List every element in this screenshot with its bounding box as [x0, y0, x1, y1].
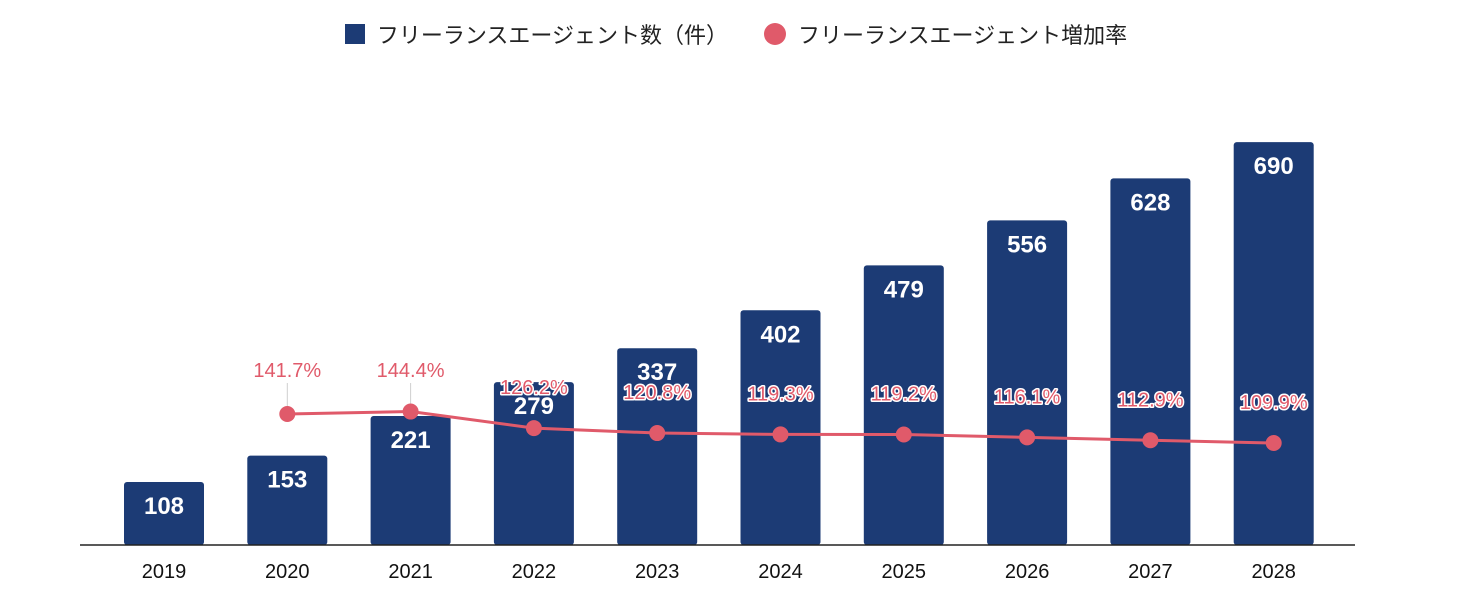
rate-point-2024 [772, 426, 789, 443]
legend: フリーランスエージェント数（件） フリーランスエージェント増加率 [0, 18, 1472, 50]
bar-2019 [124, 481, 204, 545]
bar-2026 [987, 220, 1068, 545]
rate-point-2026 [1019, 429, 1036, 446]
x-tick-label-2028: 2028 [1251, 561, 1296, 583]
rate-point-2022 [525, 420, 542, 437]
rate-value-label-2025: 119.2% [871, 384, 938, 406]
rate-value-label-2022: 126.2% [500, 377, 568, 399]
rate-value-label-2026: 116.1% [994, 386, 1061, 408]
rate-point-2027 [1142, 432, 1159, 449]
x-tick-label-2027: 2027 [1128, 561, 1173, 583]
x-tick-label-2022: 2022 [512, 561, 557, 583]
rate-value-label-2028: 109.9% [1240, 392, 1308, 414]
line-layer [279, 383, 1282, 451]
rate-point-2028 [1265, 435, 1282, 451]
x-tick-label-2019: 2019 [142, 561, 187, 583]
bars-layer [124, 142, 1314, 546]
legend-item-line: フリーランスエージェント増加率 [764, 18, 1127, 50]
labels-layer: 108 153 221 279 337 402 479 556 628 690 141.7% 144.… [144, 153, 1309, 520]
x-tick-label-2026: 2026 [1005, 561, 1050, 583]
legend-label-bar: フリーランスエージェント数（件） [376, 23, 728, 48]
x-tick-label-2023: 2023 [635, 561, 680, 583]
x-tick-label-2024: 2024 [758, 561, 803, 583]
bar-value-label-2020: 153 [267, 467, 307, 494]
bar-value-label-2019: 108 [144, 493, 184, 520]
rate-point-2025 [895, 426, 912, 443]
rate-point-2020 [279, 406, 296, 422]
bar-value-label-2025: 479 [884, 276, 924, 303]
bar-value-label-2026: 556 [1007, 231, 1047, 258]
rate-value-label-2020: 141.7% [253, 360, 321, 382]
x-axis: 2019 2020 2021 2022 2023 2024 2025 2026 2027 2028 [80, 544, 1355, 583]
bar-2020 [247, 455, 328, 545]
rate-value-label-2024: 119.3% [747, 383, 814, 405]
legend-item-bar: フリーランスエージェント数（件） [344, 18, 728, 50]
bar-2023 [617, 348, 698, 545]
rate-value-label-2023: 120.8% [623, 382, 691, 404]
bar-2025 [863, 265, 944, 545]
bar-value-label-2021: 221 [391, 427, 431, 454]
bar-2027 [1110, 178, 1191, 545]
rate-value-label-2027: 112.9% [1117, 389, 1184, 411]
x-tick-label-2025: 2025 [882, 561, 927, 583]
legend-label-line: フリーランスエージェント増加率 [798, 23, 1128, 48]
x-tick-label-2020: 2020 [265, 561, 310, 583]
bar-value-label-2027: 628 [1130, 189, 1170, 216]
bar-2021 [370, 415, 451, 545]
bar-value-label-2022: 279 [514, 393, 554, 420]
legend-swatch-bar [344, 24, 365, 44]
rate-point-2021 [402, 403, 419, 420]
rate-value-label-2021: 144.4% [377, 360, 445, 382]
legend-swatch-line [764, 23, 786, 45]
bar-value-label-2024: 402 [760, 321, 800, 348]
x-tick-label-2021: 2021 [388, 561, 433, 583]
rate-point-2023 [649, 425, 666, 442]
bar-value-label-2023: 337 [637, 359, 677, 386]
bar-value-label-2028: 690 [1254, 153, 1294, 180]
bar-2022 [493, 382, 574, 545]
bar-2028 [1233, 142, 1314, 546]
